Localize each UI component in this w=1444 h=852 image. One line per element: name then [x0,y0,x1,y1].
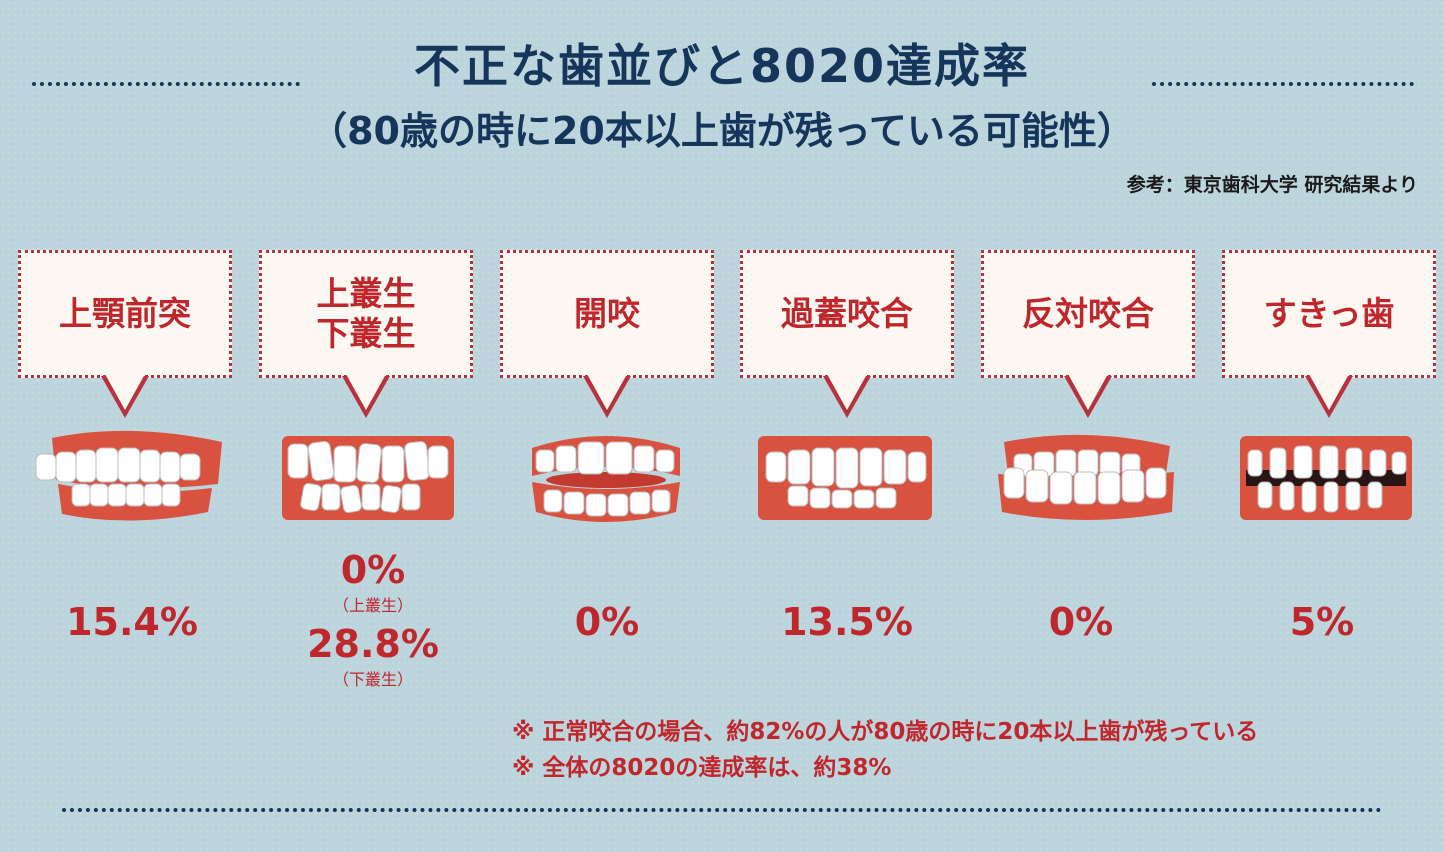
footnote-overall-rate: ※ 全体の8020の達成率は、約38% [512,755,892,781]
value-deep-bite: 13.5% [781,600,913,644]
bubble-tail-fill [346,374,386,410]
title-divider-left [32,82,300,86]
bubble-deep-bite: 過蓋咬合 [740,250,954,378]
footnote-normal-bite: ※ 正常咬合の場合、約82%の人が80歳の時に20本以上歯が残っている [512,719,1259,745]
bubble-crowding: 上叢生 下叢生 [259,250,473,378]
bubble-tail-fill [1068,374,1108,410]
value-label: 28.8% [307,622,439,666]
title-divider-right [1152,82,1414,86]
value-label: 0% [340,548,406,592]
value-open-bite: 0% [574,600,640,644]
category-label: 上叢生 [316,274,416,314]
category-label: 過蓋咬合 [781,294,913,334]
teeth-crowding-icon [282,436,454,520]
bubble-crossbite: 反対咬合 [981,250,1195,378]
category-label: 上顎前突 [59,294,191,334]
teeth-upper-protrusion-icon [35,430,222,521]
value-crowding-upper: 0% （上叢生） [266,548,480,616]
bubble-tail-fill [827,374,867,410]
teeth-crossbite-icon [998,434,1174,520]
value-crowding-lower: 28.8% （下叢生） [266,622,480,690]
teeth-open-bite-icon [532,436,680,522]
bubble-tail-fill [1309,374,1349,410]
bubble-tail-fill [105,374,145,410]
teeth-deep-bite-icon [758,436,932,520]
source-note: 参考：東京歯科大学 研究結果より [1126,174,1418,196]
teeth-diastema-icon [1240,436,1412,520]
chart-title: 不正な歯並びと8020達成率 [413,39,1031,93]
bubble-tail-fill [587,374,627,410]
bubble-open-bite: 開咬 [500,250,714,378]
category-label: 反対咬合 [1022,294,1154,334]
category-label: 下叢生 [316,314,416,353]
value-diastema: 5% [1289,600,1355,644]
bubble-upper-protrusion: 上顎前突 [18,250,232,378]
category-label: 開咬 [574,294,640,334]
value-upper-protrusion: 15.4% [66,600,198,644]
bubble-diastema: すきっ歯 [1222,250,1436,378]
bottom-divider [62,808,1382,852]
value-crossbite: 0% [1048,600,1114,644]
category-label: すきっ歯 [1263,294,1395,334]
value-note: （上叢生） [332,596,413,615]
value-note: （下叢生） [332,670,413,689]
chart-subtitle: （80歳の時に20本以上歯が残っている可能性） [309,109,1135,153]
